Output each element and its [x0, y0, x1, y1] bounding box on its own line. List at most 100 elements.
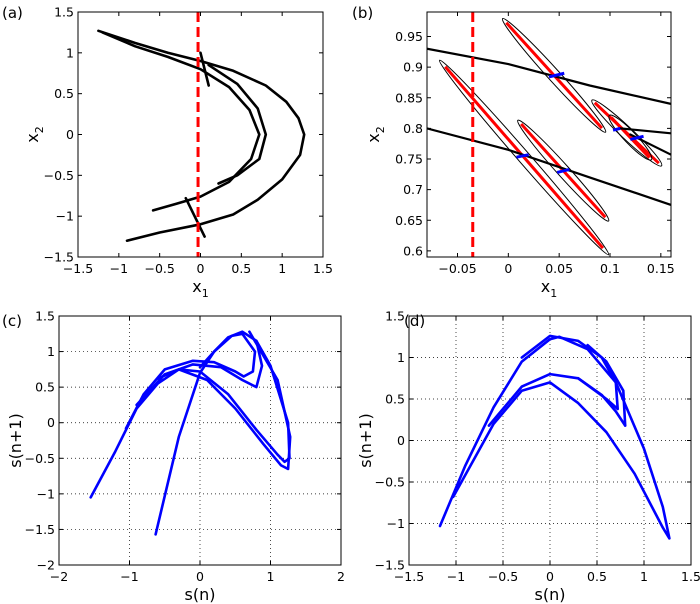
uncertainty-ellipse	[608, 114, 653, 161]
x-tick-label: 0.5	[587, 569, 607, 584]
plot-area	[97, 12, 306, 257]
x-tick-label: 1.5	[681, 569, 700, 584]
plot-area	[89, 330, 292, 536]
y-tick-label: −1	[56, 209, 74, 224]
series-line	[427, 47, 671, 105]
panel-label: (b)	[352, 4, 373, 22]
series-line	[101, 31, 261, 212]
x-axis-label: x1	[541, 277, 557, 300]
x-tick-label: 0	[196, 569, 204, 584]
y-tick-label: 1	[66, 45, 74, 60]
x-tick-label: 0	[504, 261, 512, 276]
plot-area	[427, 12, 671, 257]
intersection-segment	[548, 71, 565, 79]
x-tick-label: 1.5	[313, 261, 333, 276]
y-tick-label: −1	[37, 486, 55, 501]
intersection-segment	[612, 126, 621, 132]
y-tick-label: 0.95	[395, 29, 423, 44]
intersection-segment	[516, 153, 529, 159]
x-tick-label: 0	[197, 261, 205, 276]
x-tick-label: 2	[337, 569, 345, 584]
x-tick-label: 0.05	[545, 261, 573, 276]
y-axis-label-subscript: 2	[374, 126, 387, 133]
x-axis-label: s(n)	[535, 585, 566, 604]
x-tick-label: −2	[50, 569, 68, 584]
x-axis-label-subscript: 1	[550, 287, 557, 300]
series-line	[619, 127, 671, 135]
intersection-segment	[556, 167, 570, 174]
x-tick-label: −0.5	[488, 569, 518, 584]
y-tick-label: 0	[397, 433, 405, 448]
y-tick-label: 0.6	[403, 243, 423, 258]
y-tick-label: 1	[397, 350, 405, 365]
ellipse-major-axis	[444, 65, 605, 250]
y-tick-label: −0.5	[44, 168, 74, 183]
panel-d: (d) −1.5 −1 −0.5 0 0.5 1 1.5 −1.5 −1 −0.5 0 0.5 1 1.5 s…	[356, 309, 700, 604]
x-tick-label: −0.5	[144, 261, 174, 276]
x-tick-label: 0.15	[647, 261, 675, 276]
x-tick-label: 0.1	[600, 261, 620, 276]
y-tick-label: 0.8	[403, 121, 423, 136]
y-axis-label: s(n+1)	[6, 413, 25, 468]
uncertainty-ellipse	[501, 17, 607, 133]
series-line	[438, 335, 671, 540]
panel-label: (d)	[404, 312, 425, 330]
x-tick-label: −1	[110, 261, 128, 276]
x-tick-label: 1	[267, 569, 275, 584]
y-axis-label-subscript: 2	[33, 126, 46, 133]
x-tick-label: −1.5	[63, 261, 93, 276]
plot-area	[438, 334, 671, 540]
uncertainty-ellipse	[517, 119, 610, 222]
x-tick-label: 0	[546, 569, 554, 584]
x-tick-label: −1.5	[394, 569, 424, 584]
x-axis-label-subscript: 1	[202, 287, 209, 300]
x-tick-label: 0.5	[231, 261, 251, 276]
y-axis-label: x2	[23, 126, 46, 142]
x-tick-label: −0.05	[438, 261, 476, 276]
series-line	[184, 196, 206, 238]
series-line	[487, 334, 619, 427]
y-tick-label: 1.5	[35, 309, 55, 324]
intersection-segment	[629, 134, 644, 141]
y-tick-label: 1.5	[385, 309, 405, 324]
series-line	[124, 332, 257, 430]
x-tick-label: −1	[447, 569, 465, 584]
panel-a: (a) −1.5 −1 −0.5 0 0.5 1 1.5 −1.5 −1 −0.5 0 0.5 1 1.5 x…	[2, 4, 333, 300]
y-tick-label: 0.5	[54, 86, 74, 101]
y-tick-label: −2	[37, 558, 55, 573]
y-axis-label: x2	[364, 126, 387, 142]
y-tick-label: 1	[47, 344, 55, 359]
y-tick-label: 0.5	[385, 392, 405, 407]
series-line	[586, 343, 627, 427]
y-tick-label: −1.5	[25, 522, 55, 537]
series-line	[97, 29, 306, 242]
y-tick-label: −1	[387, 516, 405, 531]
y-tick-label: 0.5	[35, 380, 55, 395]
panel-label: (a)	[2, 4, 23, 22]
series-line	[156, 330, 292, 471]
y-tick-label: 0.85	[395, 90, 423, 105]
y-tick-label: 0	[47, 415, 55, 430]
x-axis-label: s(n)	[185, 585, 216, 604]
y-tick-label: 1.5	[54, 5, 74, 20]
x-tick-label: 1	[640, 569, 648, 584]
y-tick-label: 0.9	[403, 60, 423, 75]
panel-label: (c)	[2, 312, 22, 330]
y-tick-label: 0.75	[395, 152, 423, 167]
series-line	[427, 127, 671, 206]
panel-b: (b) −0.05 0 0.05 0.1 0.15 0.6 0.65 0.7 0.75 0.8 0.8…	[352, 4, 675, 300]
y-tick-label: 0.65	[395, 213, 423, 228]
y-tick-label: −1.5	[375, 558, 405, 573]
axes-frame	[77, 11, 324, 258]
panel-c: (c) −2 −1 0 1 2 −2 −1.5 −1 −0.5 0 0.5 1 1.5 s(n) s(n+1)	[2, 309, 345, 604]
series-line	[576, 377, 627, 427]
y-tick-label: −1.5	[44, 250, 74, 265]
axes-frame	[426, 11, 672, 258]
y-tick-label: −0.5	[25, 451, 55, 466]
y-tick-label: 0.7	[403, 182, 423, 197]
series-line	[207, 63, 268, 185]
y-tick-label: 0	[66, 127, 74, 142]
x-tick-label: −1	[120, 569, 138, 584]
